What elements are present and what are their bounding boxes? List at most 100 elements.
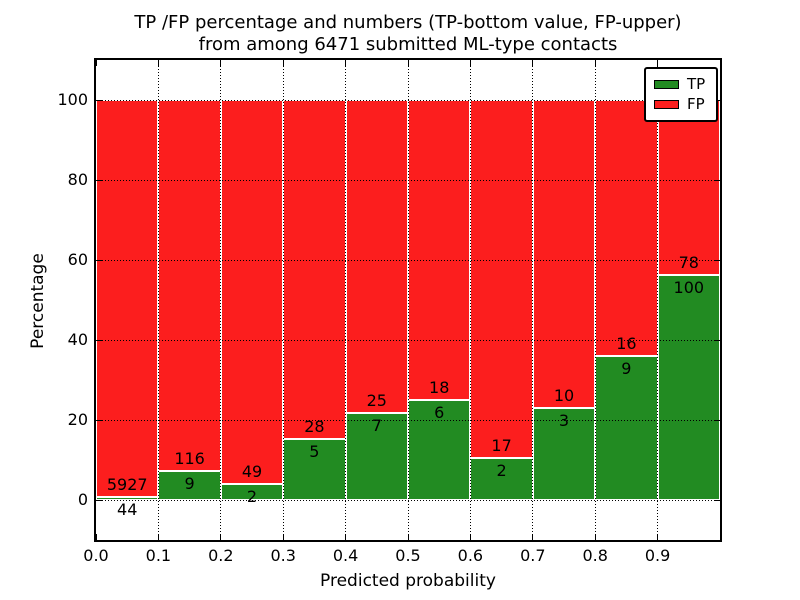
x-tick-bottom — [469, 534, 471, 540]
tp-count-label: 6 — [434, 403, 445, 422]
tp-count-label: 2 — [496, 460, 507, 480]
y-tick-label: 100 — [57, 90, 88, 109]
gridline-x — [657, 60, 659, 540]
y-tick-right — [714, 259, 720, 261]
x-tick-top — [157, 60, 159, 66]
x-tick-bottom — [157, 534, 159, 540]
legend-label: FP — [687, 95, 705, 113]
y-tick-label: 0 — [77, 490, 88, 509]
gridline-x — [469, 60, 471, 540]
gridline-x — [594, 60, 596, 540]
bar-segment-fp — [345, 100, 408, 413]
bar-segment-tp — [532, 407, 596, 500]
y-axis-title: Percentage — [28, 253, 48, 349]
legend-item-tp: TP — [654, 75, 708, 94]
x-tick-bottom — [345, 534, 347, 540]
gridline-x — [345, 60, 347, 540]
gridline-x — [407, 60, 409, 540]
x-tick-top — [220, 60, 222, 66]
y-tick-label: 40 — [67, 330, 88, 349]
x-tick-bottom — [95, 534, 97, 540]
x-tick-label: 0.1 — [145, 546, 172, 565]
legend-label: TP — [687, 75, 706, 93]
y-tick-right — [714, 419, 720, 421]
y-tick-label: 20 — [67, 410, 88, 429]
x-tick-top — [282, 60, 284, 66]
x-tick-bottom — [594, 534, 596, 540]
x-tick-top — [95, 60, 97, 66]
tp-count-label: 9 — [621, 359, 632, 378]
gridline-x — [282, 60, 284, 540]
x-tick-label: 0.2 — [208, 546, 234, 565]
chart-title-line2: from among 6471 submitted ML-type contac… — [198, 34, 618, 55]
x-tick-top — [469, 60, 471, 66]
gridline-x — [220, 60, 222, 540]
legend-swatch-tp-icon — [654, 80, 679, 89]
bar-segment-fp — [408, 100, 471, 400]
x-tick-bottom — [407, 534, 409, 540]
y-tick-right — [714, 339, 720, 341]
x-tick-label: 0.5 — [395, 546, 421, 565]
fp-count-label: 78 — [678, 253, 699, 273]
bar-segment-fp — [532, 100, 596, 408]
x-tick-top — [594, 60, 596, 66]
bar-segment-fp — [158, 100, 221, 472]
y-tick-left — [96, 499, 102, 501]
x-tick-label: 0.3 — [270, 546, 296, 565]
bar-segment-fp — [595, 100, 658, 356]
y-tick-left — [96, 419, 102, 421]
tp-count-label: 5 — [309, 442, 320, 462]
gridline-x — [532, 60, 534, 540]
y-tick-left — [96, 259, 102, 261]
x-tick-label: 0.6 — [457, 546, 484, 565]
x-tick-bottom — [282, 534, 284, 540]
y-tick-right — [714, 179, 720, 181]
y-tick-right — [714, 499, 720, 501]
bar-segment-tp — [220, 484, 284, 500]
bar-segment-tp — [595, 356, 658, 500]
x-tick-label: 0.7 — [520, 546, 546, 565]
tp-count-label: 44 — [117, 500, 138, 520]
legend-swatch-fp-icon — [654, 100, 679, 109]
x-tick-top — [407, 60, 409, 66]
fp-count-label: 49 — [241, 462, 263, 482]
bar-segment-tp — [158, 471, 221, 500]
y-tick-label: 80 — [67, 170, 88, 189]
fp-count-label: 18 — [429, 378, 450, 397]
y-tick-left — [96, 99, 102, 101]
tp-count-label: 100 — [673, 278, 705, 298]
bar-segment-fp — [96, 100, 159, 498]
bar-segment-tp — [470, 457, 533, 500]
x-tick-top — [345, 60, 347, 66]
fp-count-label: 25 — [366, 390, 387, 410]
fp-count-label: 28 — [304, 417, 325, 437]
y-tick-label: 60 — [67, 250, 88, 269]
bar-segment-tp — [96, 497, 159, 500]
bar-segment-tp — [408, 400, 471, 500]
fp-count-label: 10 — [553, 385, 575, 405]
x-tick-label: 0.8 — [582, 546, 608, 565]
bar-segment-tp — [657, 275, 720, 500]
tp-count-label: 9 — [184, 474, 195, 494]
tp-count-label: 7 — [371, 415, 382, 435]
gridline-x — [157, 60, 159, 540]
x-axis-title: Predicted probability — [320, 571, 496, 591]
bar-segment-fp — [283, 100, 346, 440]
bar-segment-fp — [470, 100, 533, 458]
fp-count-label: 17 — [491, 435, 512, 455]
legend: TP FP — [644, 67, 718, 122]
y-tick-left — [96, 179, 102, 181]
x-tick-bottom — [532, 534, 534, 540]
legend-item-fp: FP — [654, 95, 708, 114]
x-tick-label: 0.9 — [644, 546, 671, 565]
chart-title-line1: TP /FP percentage and numbers (TP-bottom… — [134, 12, 682, 33]
fp-count-label: 116 — [174, 449, 205, 469]
bar-segment-fp — [220, 100, 284, 485]
fp-count-label: 5927 — [106, 475, 148, 495]
fp-count-label: 16 — [616, 334, 637, 353]
bar-segment-tp — [283, 439, 346, 500]
x-tick-bottom — [657, 534, 659, 540]
chart-title: TP /FP percentage and numbers (TP-bottom… — [96, 12, 720, 56]
